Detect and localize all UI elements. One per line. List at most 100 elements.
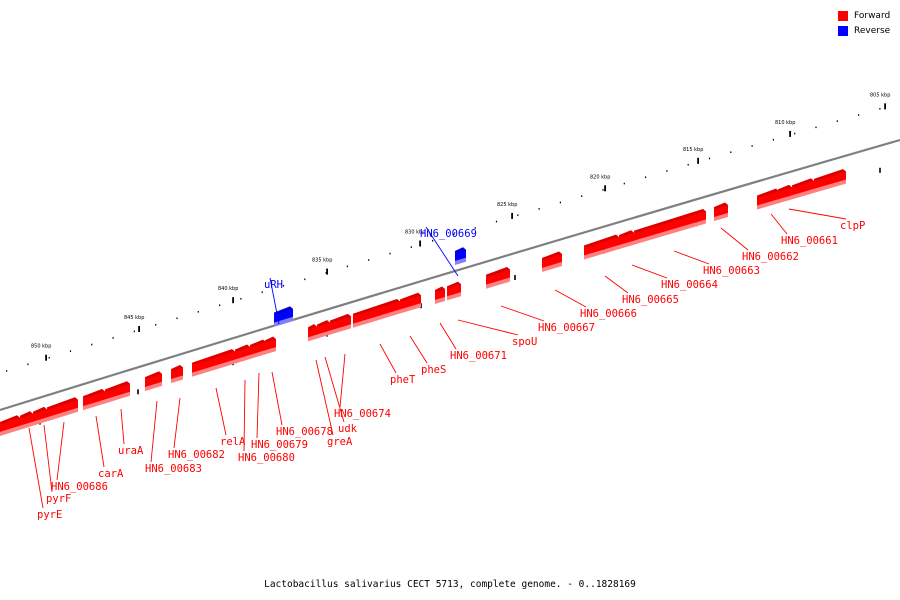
genome-caption: Lactobacillus salivarius CECT 5713, comp… xyxy=(264,579,636,590)
gene-label: HN6_00678 xyxy=(276,426,333,438)
legend-item-reverse: Reverse xyxy=(838,23,898,38)
gene-leader-line xyxy=(631,264,668,279)
strand-legend: Forward Reverse xyxy=(838,8,898,38)
scale-minor-tick xyxy=(48,356,50,359)
scale-minor-tick xyxy=(879,107,881,110)
gene-forward xyxy=(235,344,250,364)
gene-label: relA xyxy=(220,436,246,448)
scale-major-tick xyxy=(884,103,886,110)
gene-forward xyxy=(0,415,20,436)
scale-label: 845 kbp xyxy=(124,315,144,321)
scale-minor-tick xyxy=(240,297,242,300)
gene-leader-line xyxy=(56,421,65,481)
gene-forward xyxy=(619,230,634,250)
gene-leader-line xyxy=(269,277,280,325)
gene-leader-line xyxy=(243,379,246,452)
gene-forward xyxy=(265,336,276,355)
gene-leader-line xyxy=(28,427,44,509)
gene-leader-line xyxy=(256,372,260,439)
gene-label: pheS xyxy=(421,364,446,376)
gene-forward xyxy=(584,234,619,260)
gene-forward xyxy=(778,184,792,204)
lower-scale-tick xyxy=(137,389,139,395)
scale-minor-tick xyxy=(581,195,583,197)
gene-leader-line xyxy=(120,408,125,445)
gene-forward xyxy=(105,381,130,404)
scale-minor-tick xyxy=(730,151,732,154)
scale-minor-tick xyxy=(112,337,114,339)
gene-label: HN6_00682 xyxy=(168,449,225,461)
gene-reverse xyxy=(455,247,466,266)
gene-forward xyxy=(757,188,779,210)
scale-minor-tick xyxy=(517,214,519,216)
gene-forward xyxy=(250,339,266,359)
scale-major-tick xyxy=(511,212,513,219)
gene-label: uRH xyxy=(264,279,283,291)
gene-leader-line xyxy=(554,289,587,308)
scale-major-tick xyxy=(419,240,421,247)
gene-track xyxy=(0,169,846,436)
scale-minor-tick xyxy=(538,208,540,210)
scale-minor-tick xyxy=(666,170,668,172)
scale-minor-tick xyxy=(69,350,72,352)
scale-major-tick xyxy=(138,325,140,332)
gene-reverse xyxy=(274,306,293,327)
scale-minor-tick xyxy=(27,363,29,366)
scale-minor-tick xyxy=(133,330,135,333)
scale-major-tick xyxy=(604,185,606,192)
gene-label: pheT xyxy=(390,374,416,386)
legend-label-forward: Forward xyxy=(854,10,891,21)
gene-label: HN6_00679 xyxy=(251,439,308,451)
reverse-swatch xyxy=(838,25,848,36)
gene-forward xyxy=(792,178,814,200)
gene-leader-line xyxy=(315,359,334,436)
scale-major-tick xyxy=(232,297,234,304)
gene-leader-line xyxy=(500,305,545,322)
gene-forward xyxy=(33,406,47,426)
gene-forward xyxy=(814,169,846,193)
gene-leader-line xyxy=(150,400,158,463)
gene-forward xyxy=(308,324,317,342)
gene-leader-line xyxy=(339,353,346,408)
legend-label-reverse: Reverse xyxy=(854,25,891,36)
scale-minor-tick xyxy=(794,132,796,135)
gene-leader-line xyxy=(324,356,345,423)
scale-minor-tick xyxy=(474,227,476,229)
gene-leader-line xyxy=(215,387,227,436)
scale-minor-tick xyxy=(645,176,647,179)
gene-forward xyxy=(317,320,330,339)
scale-label: 815 kbp xyxy=(683,147,703,153)
lower-scale-tick xyxy=(879,167,881,173)
scale-minor-tick xyxy=(623,182,625,185)
scale-major-tick xyxy=(326,268,328,275)
scale-minor-tick xyxy=(708,157,711,160)
scale-minor-tick xyxy=(432,239,434,242)
gene-forward xyxy=(447,281,461,301)
gene-label: udk xyxy=(338,423,358,435)
gene-leader-line xyxy=(425,226,459,277)
scale-label: 825 kbp xyxy=(497,202,517,208)
scale-minor-tick xyxy=(261,291,263,294)
gene-label: pyrE xyxy=(37,509,62,521)
scale-label: 850 kbp xyxy=(31,344,51,350)
gene-label: spoU xyxy=(512,336,537,348)
gene-leader-line xyxy=(95,415,105,468)
gene-forward xyxy=(330,313,351,335)
scale-minor-tick xyxy=(346,265,348,268)
scale-minor-tick xyxy=(410,246,412,248)
scale-minor-tick xyxy=(368,259,370,261)
forward-swatch xyxy=(838,10,848,21)
lower-scale-tick xyxy=(514,275,516,281)
scale-minor-tick xyxy=(815,126,817,129)
scale-minor-tick xyxy=(858,114,860,116)
gene-forward xyxy=(542,251,562,273)
gene-label: HN6_00667 xyxy=(538,322,595,334)
gene-forward xyxy=(353,299,400,328)
gene-label: HN6_00666 xyxy=(580,308,637,320)
scale-minor-tick xyxy=(91,343,93,346)
legend-item-forward: Forward xyxy=(838,8,898,23)
scale-minor-tick xyxy=(495,220,498,223)
scale-label: 830 kbp xyxy=(405,230,425,236)
gene-label: HN6_00686 xyxy=(51,481,108,493)
